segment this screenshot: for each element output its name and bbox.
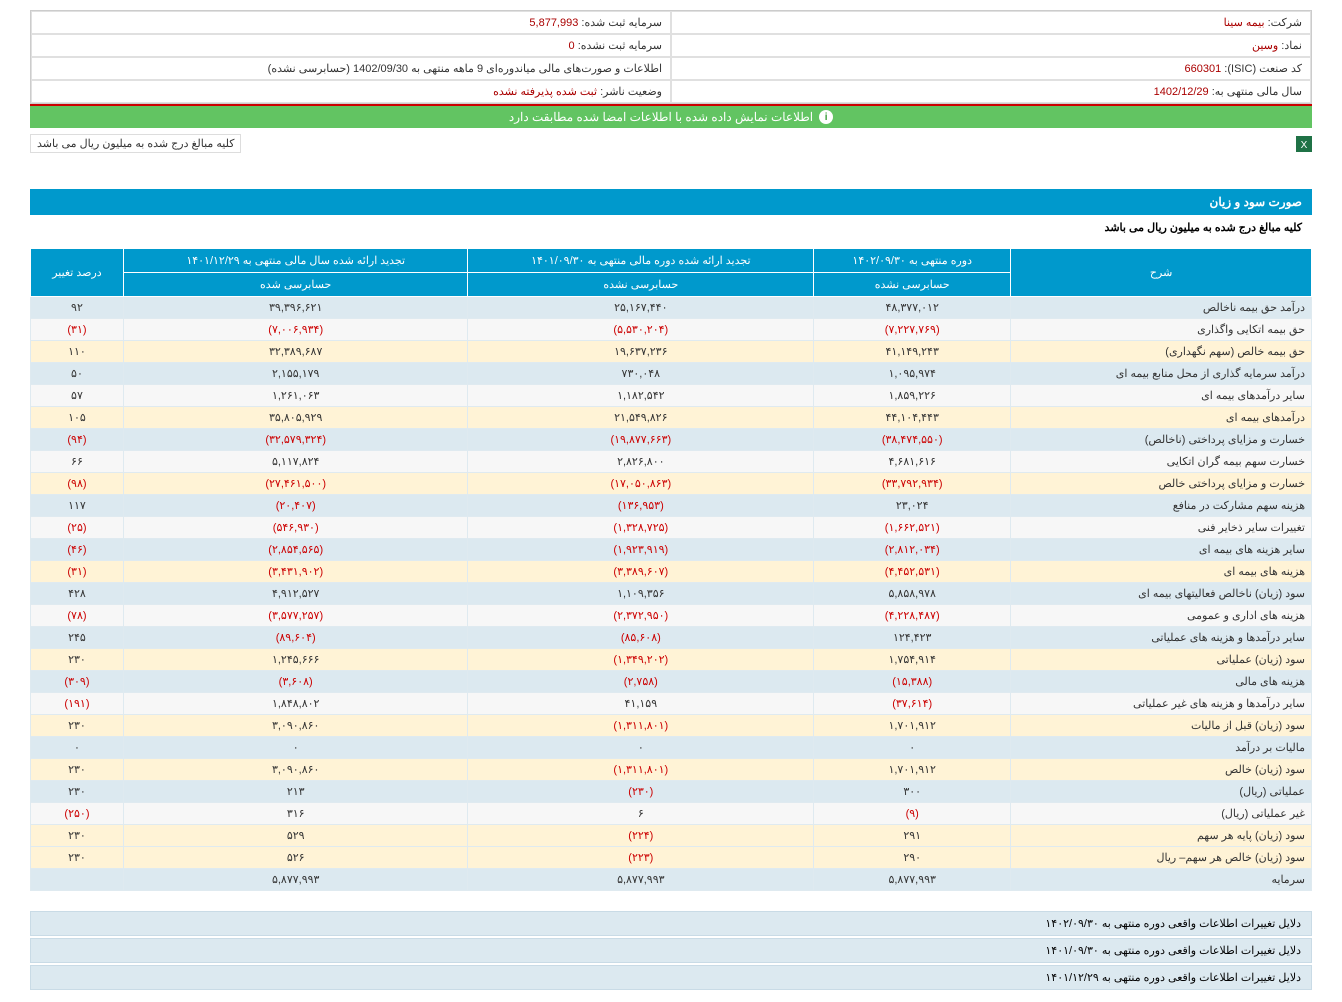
table-row: سود (زیان) ناخالص فعالیتهای بیمه ای۵,۸۵۸… <box>31 583 1312 605</box>
th-period1: دوره منتهی به ۱۴۰۲/۰۹/۳۰ <box>814 249 1011 273</box>
th-unaudited1: حسابرسی نشده <box>814 273 1011 297</box>
table-row: غیر عملیاتی (ریال)(۹)۶۳۱۶(۲۵۰) <box>31 803 1312 825</box>
th-unaudited2: حسابرسی نشده <box>468 273 814 297</box>
table-row: هزینه های مالی(۱۵,۳۸۸)(۲,۷۵۸)(۳,۶۰۸)(۳۰۹… <box>31 671 1312 693</box>
match-banner: i اطلاعات نمایش داده شده با اطلاعات امضا… <box>30 104 1312 128</box>
income-statement-table: شرح دوره منتهی به ۱۴۰۲/۰۹/۳۰ تجدید ارائه… <box>30 248 1312 891</box>
table-row: سایر درآمدها و هزینه های عملیاتی۱۲۴,۴۲۳(… <box>31 627 1312 649</box>
cell-capital-unreg: سرمایه ثبت نشده: 0 <box>31 34 671 57</box>
table-row: هزینه های اداری و عمومی(۴,۲۲۸,۴۸۷)(۲,۳۷۲… <box>31 605 1312 627</box>
svg-text:X: X <box>1301 140 1308 151</box>
footer-line: دلایل تغییرات اطلاعات واقعی دوره منتهی ب… <box>30 938 1312 963</box>
table-row: سایر هزینه های بیمه ای(۲,۸۱۲,۰۳۴)(۱,۹۲۳,… <box>31 539 1312 561</box>
cell-status: وضعیت ناشر: ثبت شده پذیرفته نشده <box>31 80 671 103</box>
table-row: حق بیمه خالص (سهم نگهداری)۴۱,۱۴۹,۲۴۳۱۹,۶… <box>31 341 1312 363</box>
table-row: سرمایه۵,۸۷۷,۹۹۳۵,۸۷۷,۹۹۳۵,۸۷۷,۹۹۳ <box>31 869 1312 891</box>
info-panel: شرکت: بیمه سینا سرمایه ثبت شده: 5,877,99… <box>30 10 1312 104</box>
th-audited: حسابرسی شده <box>123 273 468 297</box>
cell-report: اطلاعات و صورت‌های مالی میاندوره‌ای 9 ما… <box>31 57 671 80</box>
table-row: سایر درآمدها و هزینه های غیر عملیاتی(۳۷,… <box>31 693 1312 715</box>
cell-capital-reg: سرمایه ثبت شده: 5,877,993 <box>31 11 671 34</box>
table-row: خسارت و مزایای پرداختی خالص(۳۳,۷۹۲,۹۳۴)(… <box>31 473 1312 495</box>
table-row: هزینه سهم مشارکت در منافع۲۳,۰۲۴(۱۳۶,۹۵۳)… <box>31 495 1312 517</box>
table-row: درآمد حق بیمه ناخالص۴۸,۳۷۷,۰۱۲۲۵,۱۶۷,۴۴۰… <box>31 297 1312 319</box>
cell-symbol: نماد: وسین <box>671 34 1311 57</box>
table-row: سود (زیان) خالص۱,۷۰۱,۹۱۲(۱,۳۱۱,۸۰۱)۳,۰۹۰… <box>31 759 1312 781</box>
th-restated-year: تجدید ارائه شده سال مالی منتهی به ۱۴۰۱/۱… <box>123 249 468 273</box>
th-desc: شرح <box>1011 249 1312 297</box>
cell-isic: کد صنعت (ISIC): 660301 <box>671 57 1311 80</box>
cell-year: سال مالی منتهی به: 1402/12/29 <box>671 80 1311 103</box>
table-row: مالیات بر درآمد۰۰۰۰ <box>31 737 1312 759</box>
footer-line: دلایل تغییرات اطلاعات واقعی دوره منتهی ب… <box>30 965 1312 990</box>
table-row: هزینه های بیمه ای(۴,۴۵۲,۵۳۱)(۳,۳۸۹,۶۰۷)(… <box>31 561 1312 583</box>
table-row: عملیاتی (ریال)۳۰۰(۲۳۰)۲۱۳۲۳۰ <box>31 781 1312 803</box>
section-header: صورت سود و زیان <box>30 189 1312 215</box>
match-banner-text: اطلاعات نمایش داده شده با اطلاعات امضا ش… <box>509 110 813 124</box>
section-subnote: کلیه مبالغ درج شده به میلیون ریال می باش… <box>30 215 1312 240</box>
table-row: سود (زیان) عملیاتی۱,۷۵۴,۹۱۴(۱,۳۴۹,۲۰۲)۱,… <box>31 649 1312 671</box>
table-row: سود (زیان) قبل از مالیات۱,۷۰۱,۹۱۲(۱,۳۱۱,… <box>31 715 1312 737</box>
table-row: حق بیمه اتکایی واگذاری(۷,۲۲۷,۷۶۹)(۵,۵۳۰,… <box>31 319 1312 341</box>
table-row: درآمدهای بیمه ای۴۴,۱۰۴,۴۴۳۲۱,۵۴۹,۸۲۶۳۵,۸… <box>31 407 1312 429</box>
table-row: خسارت و مزایای پرداختی (ناخالص)(۳۸,۴۷۴,۵… <box>31 429 1312 451</box>
table-row: سود (زیان) پایه هر سهم۲۹۱(۲۲۴)۵۲۹۲۳۰ <box>31 825 1312 847</box>
th-restated-period: تجدید ارائه شده دوره مالی منتهی به ۱۴۰۱/… <box>468 249 814 273</box>
currency-note: کلیه مبالغ درج شده به میلیون ریال می باش… <box>30 134 241 153</box>
footer-line: دلایل تغییرات اطلاعات واقعی دوره منتهی ب… <box>30 911 1312 936</box>
info-icon: i <box>819 110 833 124</box>
cell-company: شرکت: بیمه سینا <box>671 11 1311 34</box>
excel-icon[interactable]: X <box>1296 136 1312 152</box>
table-row: خسارت سهم بیمه گران اتکایی۴,۶۸۱,۶۱۶۲,۸۲۶… <box>31 451 1312 473</box>
table-row: سایر درآمدهای بیمه ای۱,۸۵۹,۲۲۶۱,۱۸۲,۵۴۲۱… <box>31 385 1312 407</box>
table-row: تغییرات سایر ذخایر فنی(۱,۶۶۲,۵۲۱)(۱,۳۲۸,… <box>31 517 1312 539</box>
table-row: سود (زیان) خالص هر سهم– ریال۲۹۰(۲۲۳)۵۲۶۲… <box>31 847 1312 869</box>
table-row: درآمد سرمایه گذاری از محل منابع بیمه ای۱… <box>31 363 1312 385</box>
footer-lines: دلایل تغییرات اطلاعات واقعی دوره منتهی ب… <box>30 911 1312 990</box>
th-change: درصد تغییر <box>31 249 124 297</box>
